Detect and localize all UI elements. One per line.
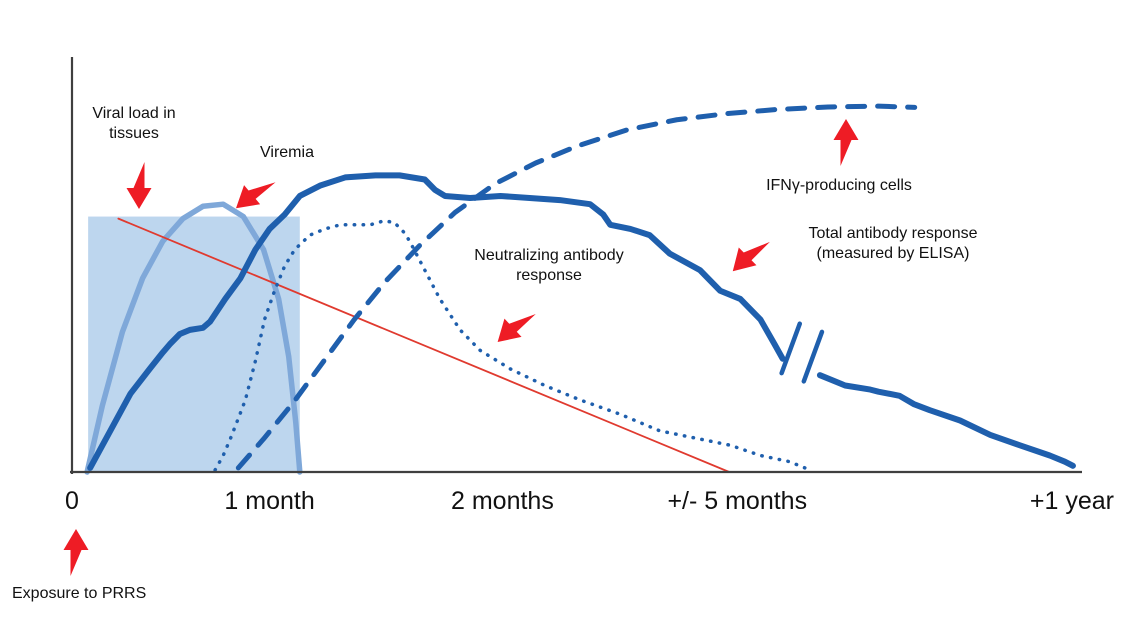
- annotation-viremia: Viremia: [235, 144, 314, 209]
- axes: [70, 57, 1082, 474]
- annotation-exposure-to-prrs: Exposure to PRRS: [12, 529, 146, 602]
- red-arrow-icon: [235, 182, 276, 209]
- x-tick-label: 2 months: [451, 487, 554, 515]
- annotation-label-viral-load-in-tissues: Viral load in tissues: [92, 105, 175, 142]
- x-tick-label: +1 year: [1030, 487, 1114, 515]
- annotation-label-viremia: Viremia: [260, 144, 314, 161]
- annotation-neutralizing-antibody-response: Neutralizing antibody response: [474, 247, 624, 343]
- curve-break-mark: [801, 329, 825, 384]
- annotation-label-total-antibody-response: Total antibody response (measured by ELIS…: [809, 225, 978, 262]
- x-tick-label: 0: [65, 487, 79, 515]
- annotation-total-antibody-response: Total antibody response (measured by ELIS…: [732, 225, 978, 272]
- series-total-antibody-response: [87, 172, 786, 471]
- series-layer: [84, 103, 1076, 475]
- red-arrow-icon: [63, 529, 89, 576]
- red-arrow-icon: [497, 314, 536, 343]
- annotation-label-neutralizing-antibody-response: Neutralizing antibody response: [474, 247, 623, 284]
- annotation-layer: Viral load in tissues Viremia Neutralizing …: [12, 105, 978, 602]
- annotation-label-ifng-producing-cells: IFNγ-producing cells: [766, 177, 912, 194]
- red-arrow-icon: [126, 162, 152, 209]
- x-tick-label: +/- 5 months: [667, 487, 807, 515]
- series-ifng-producing-cells: [235, 103, 918, 471]
- annotation-label-exposure-to-prrs: Exposure to PRRS: [12, 585, 146, 602]
- x-tick-label: 1 month: [224, 487, 314, 515]
- series-viral-load-in-tissues: [117, 217, 731, 473]
- series-viremia: [84, 201, 303, 475]
- red-arrow-icon: [833, 119, 859, 166]
- annotation-viral-load-in-tissues: Viral load in tissues: [92, 105, 176, 209]
- x-axis-tick-labels: 0 1 month 2 months +/- 5 months +1 year: [65, 487, 1114, 515]
- annotation-ifng-producing-cells: IFNγ-producing cells: [766, 119, 912, 194]
- series-total-antibody-response: [816, 372, 1076, 469]
- red-arrow-icon: [732, 241, 770, 272]
- curve-break-mark: [779, 321, 803, 376]
